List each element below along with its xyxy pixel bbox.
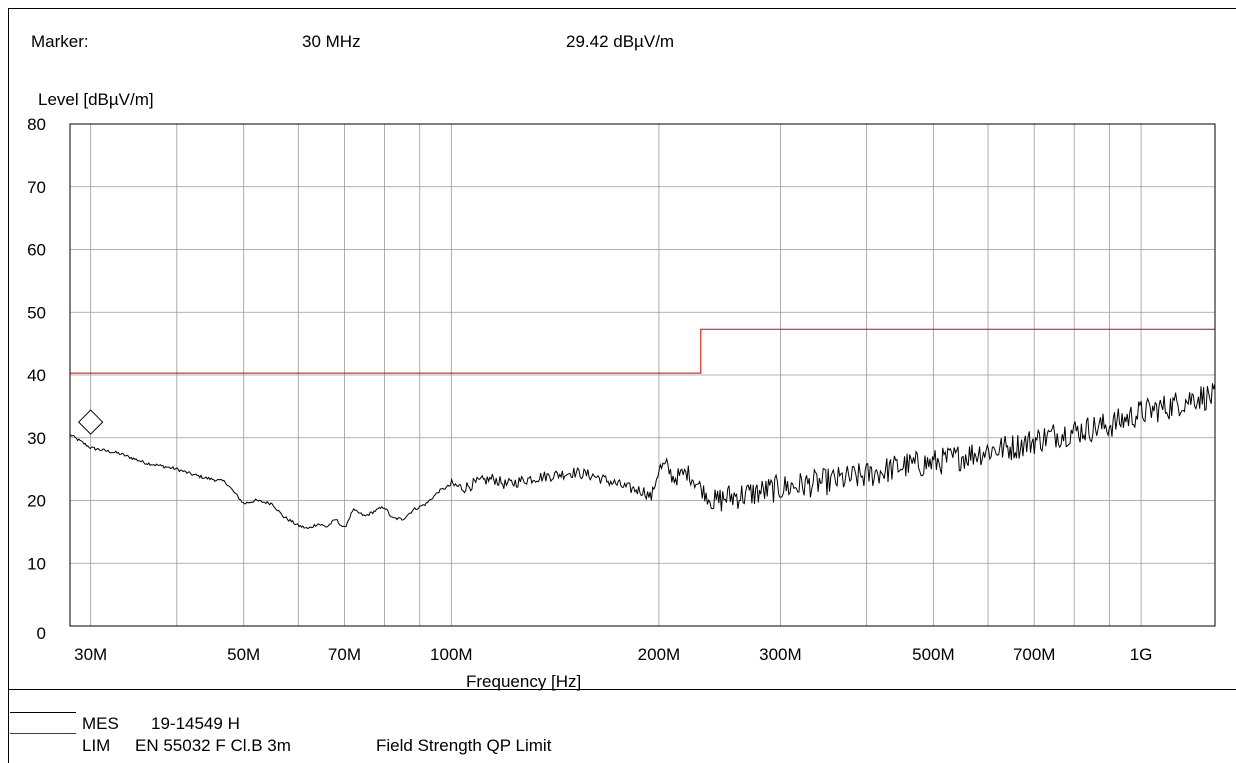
marker-label: Marker:: [31, 32, 89, 51]
y-tick-label: 60: [27, 241, 46, 260]
legend-text-mes: 19-14549 H: [151, 714, 240, 733]
y-tick-label: 30: [27, 429, 46, 448]
legend-key-mes: MES: [82, 714, 119, 733]
x-tick-label: 300M: [759, 645, 802, 664]
y-tick-label: 20: [27, 492, 46, 511]
x-tick-label: 700M: [1013, 645, 1056, 664]
series-line-mes: [69, 383, 1216, 530]
y-tick-label: 80: [27, 115, 46, 134]
legend-divider: [8, 689, 1236, 690]
legend-note-lim: Field Strength QP Limit: [376, 736, 552, 755]
series-line-lim: [70, 328, 1215, 374]
y-tick-label: 70: [27, 178, 46, 197]
tick-labels: 0 10 20 30 40 50 60 70 80 30M 50M 70M 100M 200M 300M 50…: [27, 115, 1152, 664]
marker-frequency: 30 MHz: [302, 32, 361, 51]
x-tick-label: 1G: [1130, 645, 1153, 664]
y-tick-label: 40: [27, 366, 46, 385]
y-tick-label: 50: [27, 303, 46, 322]
marker-diamond: [77, 409, 104, 435]
x-tick-label: 500M: [912, 645, 955, 664]
grid-lines: [70, 123, 1215, 627]
x-tick-label: 200M: [638, 645, 681, 664]
x-tick-label: 70M: [328, 645, 361, 664]
legend-swatch-mes: [10, 712, 76, 713]
y-tick-label: 10: [27, 554, 46, 573]
y-axis-label: Level [dBµV/m]: [38, 90, 154, 109]
legend-key-lim: LIM: [82, 736, 111, 755]
legend-swatch-lim: [10, 733, 76, 734]
marker-level: 29.42 dBµV/m: [566, 32, 675, 51]
plot-border: [69, 123, 1216, 627]
y-tick-label: 0: [37, 624, 46, 643]
marker: [77, 409, 104, 435]
x-tick-label: 100M: [430, 645, 473, 664]
series-lines: [69, 328, 1216, 530]
x-tick-label: 30M: [74, 645, 107, 664]
plot-frame: [8, 8, 1236, 763]
x-tick-label: 50M: [227, 645, 260, 664]
legend-text-lim: EN 55032 F Cl.B 3m: [135, 736, 291, 755]
x-axis-label: Frequency [Hz]: [466, 672, 582, 691]
